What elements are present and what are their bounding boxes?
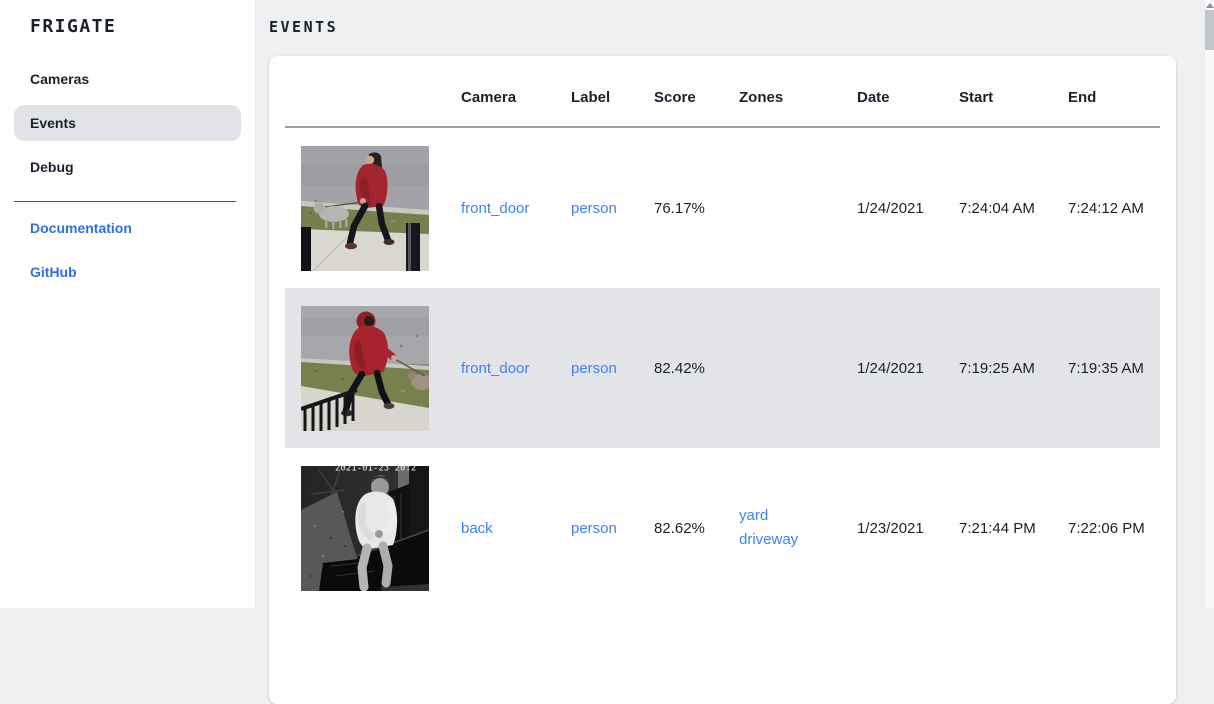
- page-title: EVENTS: [269, 18, 339, 36]
- column-header-date: Date: [857, 88, 890, 106]
- date-text: 1/23/2021: [857, 519, 924, 537]
- sidebar: FRIGATE Cameras Events Debug Documentati…: [0, 0, 255, 608]
- date-text: 1/24/2021: [857, 199, 924, 217]
- sidebar-link-documentation[interactable]: Documentation: [14, 210, 241, 246]
- events-card: Camera Label Score Zones Date Start End: [269, 56, 1176, 704]
- main-content: EVENTS Camera Label Score Zones Date Sta…: [255, 0, 1204, 704]
- column-header-zones: Zones: [739, 88, 784, 106]
- scrollbar-thumb[interactable]: [1205, 10, 1214, 50]
- camera-link[interactable]: front_door: [461, 199, 530, 217]
- start-text: 7:19:25 AM: [959, 359, 1035, 377]
- end-text: 7:19:35 AM: [1068, 359, 1144, 377]
- label-link[interactable]: person: [571, 519, 617, 537]
- app-brand[interactable]: FRIGATE: [30, 16, 117, 37]
- thumbnail-cell: 2021-01-23 20:2: [285, 465, 445, 591]
- sidebar-item-label: Debug: [30, 159, 74, 175]
- thumbnail-cell: [285, 145, 445, 271]
- score-text: 82.62%: [654, 519, 705, 537]
- end-text: 7:22:06 PM: [1068, 519, 1145, 537]
- event-thumbnail[interactable]: 2021-01-23 20:2: [301, 465, 429, 591]
- camera-link[interactable]: front_door: [461, 359, 530, 377]
- column-header-score: Score: [654, 88, 696, 106]
- score-text: 82.42%: [654, 359, 705, 377]
- sidebar-item-events[interactable]: Events: [14, 105, 241, 141]
- vertical-scrollbar[interactable]: [1204, 0, 1214, 608]
- zone-link-driveway[interactable]: driveway: [739, 531, 799, 548]
- sidebar-item-label: Events: [30, 115, 76, 131]
- score-text: 76.17%: [654, 199, 705, 217]
- column-header-end: End: [1068, 88, 1097, 106]
- thumbnail-cell: [285, 305, 445, 431]
- thumbnail-timestamp-overlay: 2021-01-23 20:2: [335, 466, 416, 474]
- start-text: 7:21:44 PM: [959, 519, 1036, 537]
- sidebar-item-debug[interactable]: Debug: [14, 149, 241, 185]
- camera-link[interactable]: back: [461, 519, 493, 537]
- sidebar-link-github[interactable]: GitHub: [14, 254, 241, 290]
- zones-cell: yard driveway: [723, 504, 841, 552]
- sidebar-item-label: Cameras: [30, 71, 90, 87]
- column-header-camera: Camera: [461, 88, 517, 106]
- start-text: 7:24:04 AM: [959, 199, 1035, 217]
- event-row[interactable]: 2021-01-23 20:2 back person 82.62% yard …: [285, 448, 1160, 608]
- label-link[interactable]: person: [571, 199, 617, 217]
- label-link[interactable]: person: [571, 359, 617, 377]
- event-row[interactable]: front_door person 82.42% 1/24/2021 7:19:…: [285, 288, 1160, 448]
- column-header-label: Label: [571, 88, 611, 106]
- zone-link-yard[interactable]: yard: [739, 507, 769, 524]
- event-row[interactable]: front_door person 76.17% 1/24/2021 7:24:…: [285, 128, 1160, 288]
- sidebar-link-label: GitHub: [30, 264, 77, 280]
- table-header: Camera Label Score Zones Date Start End: [285, 56, 1160, 128]
- sidebar-item-cameras[interactable]: Cameras: [14, 61, 241, 97]
- date-text: 1/24/2021: [857, 359, 924, 377]
- event-thumbnail[interactable]: [301, 305, 429, 431]
- column-header-start: Start: [959, 88, 994, 106]
- event-thumbnail[interactable]: [301, 145, 429, 271]
- end-text: 7:24:12 AM: [1068, 199, 1144, 217]
- sidebar-nav: Cameras Events Debug Documentation GitHu…: [0, 61, 255, 290]
- scrollbar-up-arrow-icon[interactable]: [1206, 3, 1214, 8]
- sidebar-link-label: Documentation: [30, 220, 132, 236]
- sidebar-divider: [14, 201, 236, 202]
